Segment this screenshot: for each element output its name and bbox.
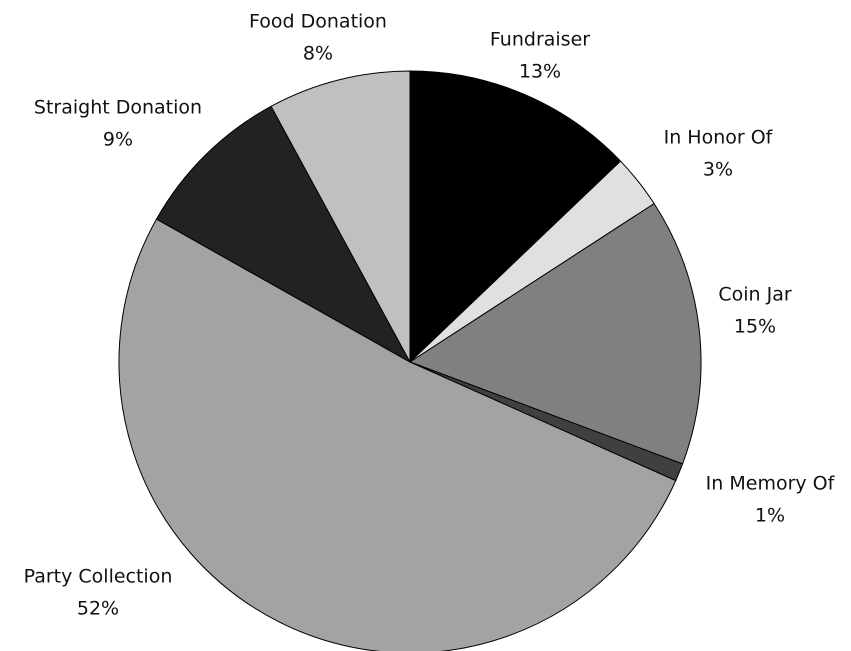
- slice-label: Food Donation: [249, 11, 387, 33]
- slice-label: Coin Jar: [718, 284, 791, 306]
- slice-label: In Memory Of: [706, 473, 836, 495]
- slice-label: Party Collection: [24, 566, 173, 588]
- pie-slice: [409, 70, 622, 364]
- slice-label: In Honor Of: [664, 127, 774, 149]
- pie-slice: [408, 202, 702, 465]
- slice-value-label: 1%: [755, 505, 785, 527]
- slice-value-label: 3%: [703, 159, 733, 181]
- pie-slice: [155, 105, 412, 364]
- slice-value-label: 52%: [77, 598, 119, 620]
- slice-value-label: 8%: [303, 43, 333, 65]
- pie-slice: [270, 70, 411, 363]
- slice-label: Fundraiser: [490, 29, 590, 51]
- pie-slice: [118, 218, 677, 651]
- slice-value-label: 9%: [103, 129, 133, 151]
- slice-label: Straight Donation: [34, 97, 202, 119]
- slice-value-label: 13%: [519, 61, 561, 83]
- slice-value-label: 15%: [734, 316, 776, 338]
